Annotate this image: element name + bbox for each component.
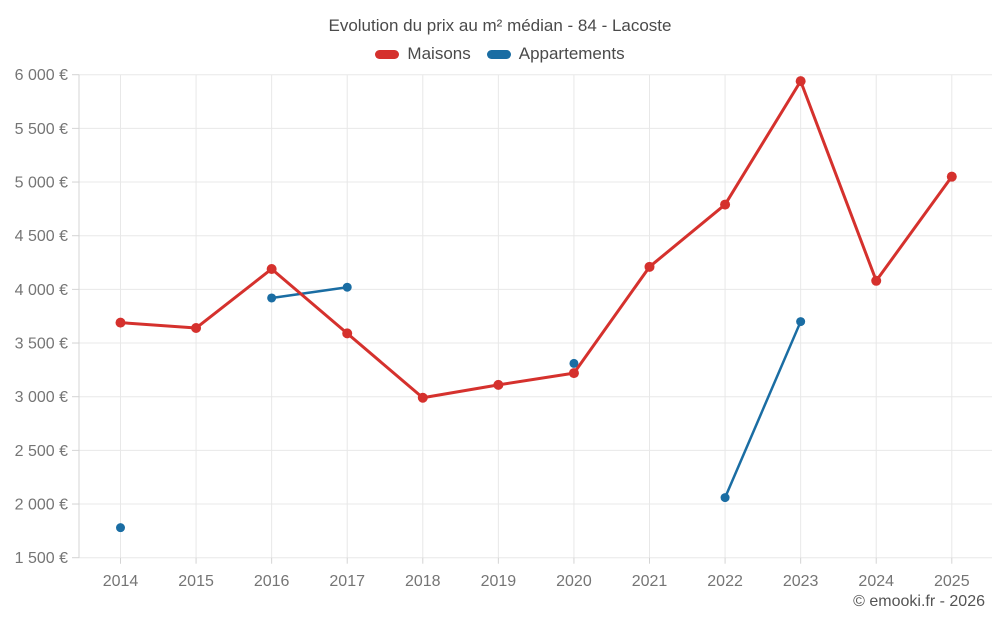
y-tick-label: 4 500 € — [15, 228, 68, 245]
data-point-maisons — [946, 171, 957, 182]
data-point-maisons — [644, 261, 655, 272]
series-line-appartements — [723, 320, 802, 499]
series-line-maisons — [119, 79, 954, 400]
legend-swatch-appartements-icon — [486, 49, 511, 59]
data-point-appartements — [116, 523, 125, 533]
data-point-maisons — [266, 263, 277, 274]
data-point-appartements — [796, 317, 806, 327]
x-tick-label: 2024 — [858, 573, 894, 590]
y-tick-label: 1 500 € — [15, 550, 68, 567]
y-tick-label: 5 000 € — [15, 175, 68, 192]
data-point-maisons — [115, 317, 126, 328]
x-tick-label: 2025 — [934, 573, 970, 590]
data-point-appartements — [342, 282, 352, 292]
y-tick-label: 3 000 € — [15, 389, 68, 406]
y-tick-label: 2 500 € — [15, 443, 68, 460]
legend-label-maisons: Maisons — [407, 44, 471, 63]
x-tick-label: 2014 — [103, 573, 139, 590]
y-tick-label: 3 500 € — [15, 336, 68, 353]
legend: Maisons Appartements — [0, 44, 1000, 64]
x-tick-label: 2021 — [632, 573, 668, 590]
x-tick-label: 2018 — [405, 573, 441, 590]
x-tick-label: 2015 — [178, 573, 214, 590]
data-point-maisons — [342, 328, 353, 339]
x-tick-label: 2023 — [783, 573, 819, 590]
data-point-appartements — [569, 358, 579, 368]
y-tick-label: 2 000 € — [15, 497, 68, 514]
data-point-maisons — [417, 392, 428, 403]
footer-credit: © emooki.fr - 2026 — [853, 593, 985, 610]
x-tick-label: 2017 — [329, 573, 365, 590]
legend-swatch-maisons-icon — [375, 49, 400, 59]
data-point-maisons — [871, 275, 882, 286]
x-tick-label: 2022 — [707, 573, 743, 590]
data-point-maisons — [191, 323, 202, 334]
series-line-appartements — [270, 285, 349, 300]
y-tick-label: 6 000 € — [15, 67, 68, 84]
data-point-maisons — [493, 379, 504, 390]
legend-item-maisons[interactable]: Maisons — [375, 44, 471, 64]
chart-title: Evolution du prix au m² médian - 84 - La… — [328, 16, 672, 35]
data-point-appartements — [720, 493, 730, 503]
data-point-maisons — [795, 76, 806, 87]
legend-label-appartements: Appartements — [518, 44, 625, 63]
x-tick-label: 2016 — [254, 573, 290, 590]
x-tick-label: 2020 — [556, 573, 592, 590]
data-point-appartements — [267, 293, 277, 303]
y-tick-label: 5 500 € — [15, 121, 68, 138]
data-point-maisons — [568, 368, 579, 379]
data-point-maisons — [720, 199, 731, 210]
legend-item-appartements[interactable]: Appartements — [486, 44, 625, 64]
x-tick-label: 2019 — [481, 573, 517, 590]
y-tick-label: 4 000 € — [15, 282, 68, 299]
